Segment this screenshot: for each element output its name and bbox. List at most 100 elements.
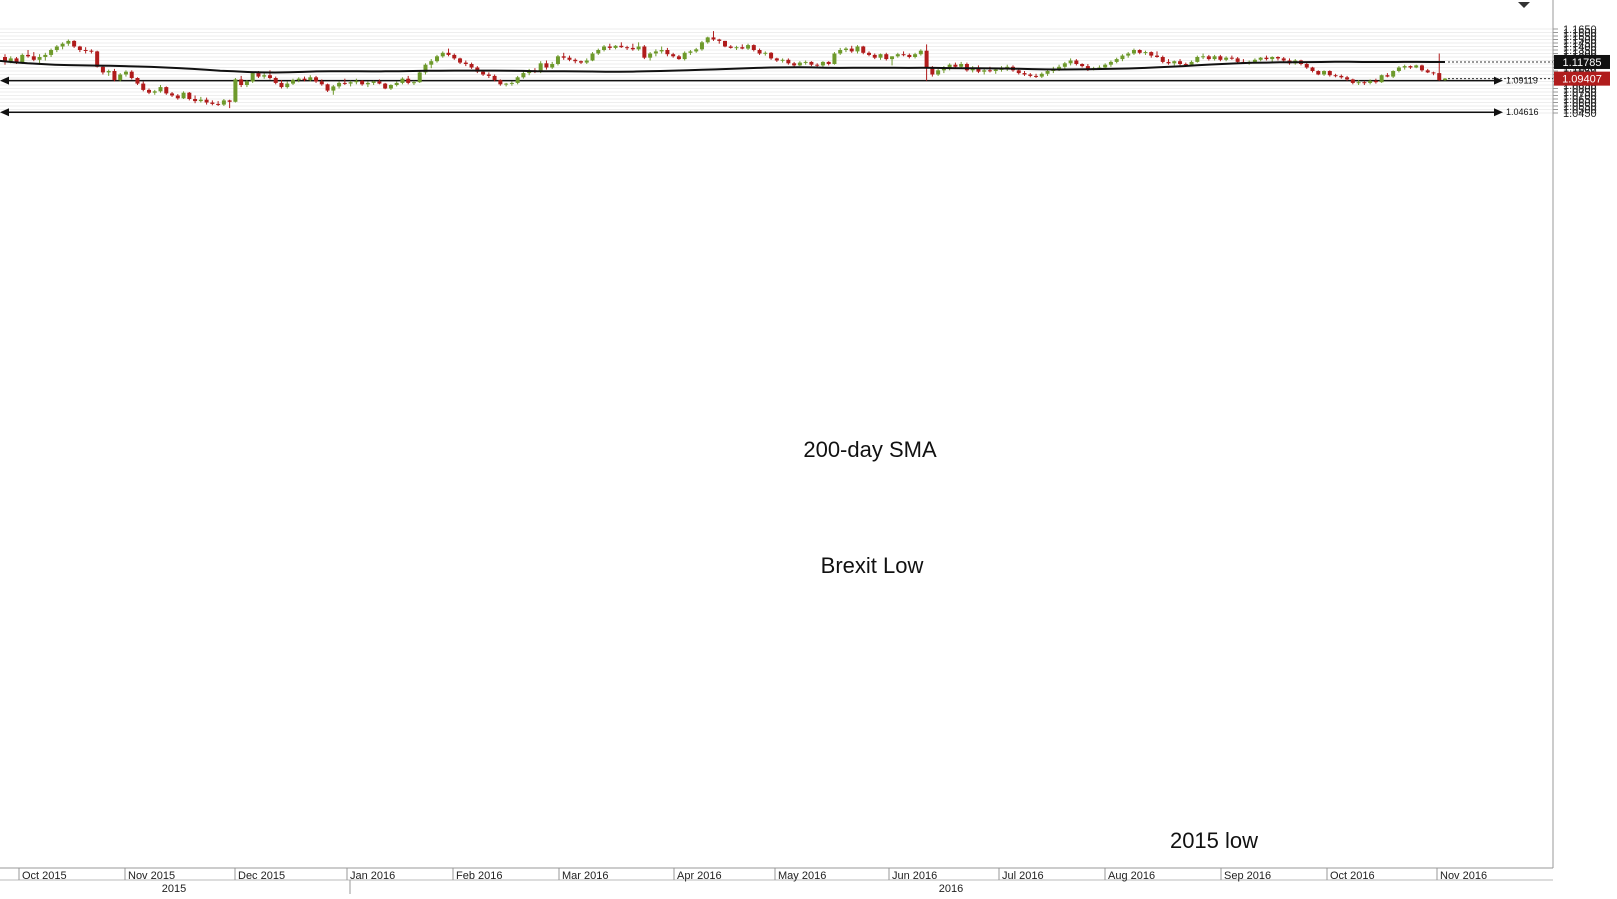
candle-body <box>895 54 900 57</box>
candle-body <box>435 56 439 62</box>
candle-body <box>688 51 693 53</box>
month-label: Oct 2015 <box>22 870 67 882</box>
candle-body <box>1385 75 1390 77</box>
candle-body <box>521 73 526 78</box>
y-tick-label: 1.0550 <box>1563 101 1597 113</box>
candle-body <box>152 91 157 93</box>
candle-body <box>843 48 848 50</box>
candle-body <box>181 92 186 99</box>
candle-body <box>872 54 877 58</box>
candle-body <box>826 61 831 64</box>
candle-body <box>1143 52 1148 54</box>
candle-body <box>676 56 681 60</box>
candle-body <box>1022 73 1027 75</box>
candle-body <box>884 54 889 60</box>
candle-body <box>1068 60 1073 64</box>
candle-body <box>1016 70 1021 74</box>
candle-body <box>544 63 549 68</box>
candle-body <box>769 52 774 59</box>
candle-body <box>1131 50 1136 54</box>
candle-body <box>89 50 94 52</box>
candle-body <box>711 37 716 40</box>
candle-body <box>913 54 918 57</box>
y-tick-label: 1.1550 <box>1563 31 1597 43</box>
candle-body <box>964 64 969 71</box>
sma-value-tag: 1.11785 <box>1563 57 1602 69</box>
last-price-tag: 1.09407 <box>1562 74 1602 86</box>
candle-body <box>1166 61 1171 64</box>
candle-body <box>1120 55 1125 60</box>
candle-body <box>26 54 31 57</box>
month-label: Dec 2015 <box>238 870 285 882</box>
candle-body <box>1108 61 1113 65</box>
last-price-tag-bg <box>1554 71 1610 86</box>
candle-body <box>1419 65 1424 71</box>
candle-body <box>809 61 814 65</box>
candle-body <box>682 52 687 60</box>
candle-body <box>458 58 463 63</box>
y-tick-label: 1.1400 <box>1563 42 1597 54</box>
candle-body <box>1327 71 1332 76</box>
candle-body <box>486 74 491 76</box>
candle-body <box>193 99 198 102</box>
candle-body <box>815 64 820 66</box>
candle-body <box>83 50 88 51</box>
candle-body <box>365 82 370 85</box>
sma-line <box>0 59 1445 74</box>
candle-body <box>579 61 583 63</box>
candle-body <box>463 62 468 64</box>
candle-body <box>20 54 25 63</box>
candle-body <box>1437 73 1442 81</box>
y-tick-label: 1.1650 <box>1563 24 1597 36</box>
candle-body <box>838 50 843 54</box>
candle-body <box>1183 64 1188 65</box>
candle-body <box>216 103 221 105</box>
candle-body <box>1172 61 1177 64</box>
candle-body <box>723 40 727 47</box>
candle-body <box>198 99 203 102</box>
candle-body <box>371 81 376 83</box>
y-tick-label: 1.0600 <box>1563 98 1597 110</box>
candle-body <box>803 61 808 63</box>
candle-body <box>14 58 19 63</box>
candles <box>3 31 1447 109</box>
candle-body <box>1034 75 1039 77</box>
candle-body <box>1224 57 1229 60</box>
level-tag: 1.09119 <box>1506 76 1538 86</box>
candle-body <box>481 71 486 75</box>
candle-body <box>279 82 284 88</box>
candle-body <box>1103 64 1108 68</box>
candle-body <box>60 43 65 47</box>
candle-body <box>262 75 267 77</box>
candle-body <box>924 50 929 68</box>
month-label: Aug 2016 <box>1108 870 1155 882</box>
candle-body <box>953 64 958 67</box>
2015-low-annotation: 2015 low <box>1170 828 1258 853</box>
candle-body <box>1356 82 1361 84</box>
candle-body <box>325 84 330 91</box>
candle-body <box>694 49 699 52</box>
brexit-low-annotation: Brexit Low <box>821 553 924 578</box>
candle-body <box>291 80 295 84</box>
y-tick-label: 1.1450 <box>1563 38 1597 50</box>
candle-body <box>648 53 653 58</box>
y-tick-label: 1.1600 <box>1563 28 1597 40</box>
candle-body <box>832 53 837 64</box>
candle-body <box>1339 75 1344 78</box>
candle-body <box>901 54 906 56</box>
candle-body <box>250 73 255 82</box>
candle-body <box>72 40 77 47</box>
chevron-down-icon[interactable] <box>1518 2 1530 8</box>
candle-body <box>1264 57 1269 60</box>
candle-body <box>797 62 802 66</box>
candle-body <box>763 52 768 54</box>
candle-body <box>1350 79 1355 83</box>
candle-body <box>653 51 658 54</box>
candle-body <box>740 47 745 49</box>
candle-body <box>630 47 635 50</box>
candle-body <box>849 48 854 52</box>
candle-body <box>642 46 647 58</box>
candle-body <box>987 70 992 72</box>
candle-body <box>613 45 618 48</box>
